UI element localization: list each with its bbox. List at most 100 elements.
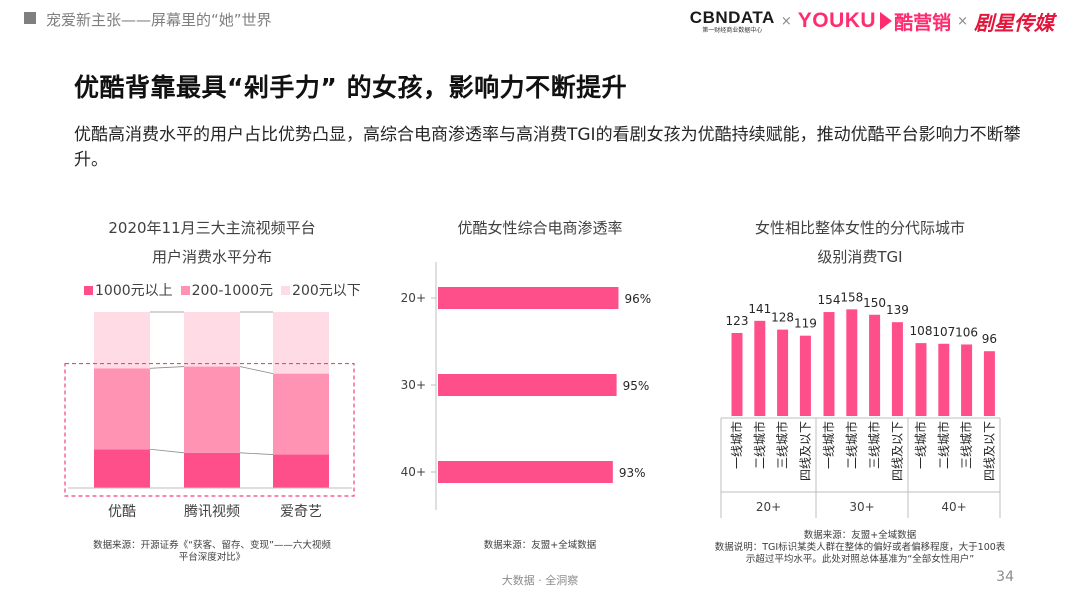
legend-swatch-high [84, 285, 93, 295]
chart3-category-label: 二线城市 [752, 421, 767, 469]
chart1-x-tick-label: 腾讯视频 [184, 503, 240, 520]
legend-swatch-low [281, 285, 291, 295]
page-number: 34 [996, 569, 1014, 585]
chart1-x-tick-label: 爱奇艺 [280, 503, 322, 520]
chart1-title-line1: 2020年11月三大主流视频平台 [108, 219, 316, 237]
chart1-series-connector-line [239, 366, 274, 374]
chart3-category-label: 三线城市 [959, 421, 974, 469]
chart3-data-label: 106 [955, 325, 978, 339]
section-title: 宠爱新主张——屏幕里的“她”世界 [46, 11, 272, 29]
legend-swatch-mid [180, 285, 190, 295]
chart3-category-label: 一线城市 [821, 421, 836, 469]
chart2-bar [438, 461, 613, 483]
chart3-category-label: 一线城市 [729, 421, 744, 469]
chart3-data-label: 107 [932, 325, 955, 339]
chart3-bar [983, 351, 995, 416]
chart2-y-tick-label: 40+ [401, 465, 426, 479]
chart1-bar-segment [94, 449, 150, 488]
chart1-source-line2: 平台深度对比》 [178, 552, 246, 563]
chart1-legend: 1000元以上 200-1000元 200元以下 [84, 280, 361, 300]
chart3-group-label: 20+ [756, 500, 781, 514]
legend-item-high: 1000元以上 [84, 280, 173, 300]
chart1-bar-segment [184, 452, 240, 488]
chart3-bar [846, 309, 858, 416]
times-separator: × [957, 13, 968, 29]
chart3-title: 女性相比整体女性的分代际城市 级别消费TGI [700, 214, 1020, 272]
chart3-category-label: 四线及以下 [798, 421, 812, 481]
cbndata-logo-text: CBNDATA [689, 7, 775, 27]
chart3-category-label: 一线城市 [913, 421, 928, 469]
cbndata-logo: CBNDATA 第一财经商业数据中心 [690, 9, 775, 34]
chart1-bar-segment [94, 368, 150, 450]
play-triangle-icon [880, 12, 893, 30]
chart3-category-label: 二线城市 [936, 421, 951, 469]
chart3-category-label: 三线城市 [775, 421, 790, 469]
chart3-data-label: 154 [818, 293, 841, 307]
chart1-source: 数据来源：开源证券《“获客、留存、变现”——六大视频 平台深度对比》 [62, 540, 362, 564]
chart3-bar [891, 322, 903, 416]
chart1-bar-segment [184, 366, 240, 453]
chart3-data-label: 119 [794, 317, 817, 331]
chart2-title: 优酷女性综合电商渗透率 [457, 219, 623, 237]
chart3-group-label: 30+ [849, 500, 874, 514]
chart2-y-tick-label: 20+ [401, 291, 426, 305]
footer-tagline: 大数据 · 全洞察 [501, 574, 579, 587]
chart1-bar-segment [273, 454, 329, 488]
chart1-x-tick-label: 优酷 [108, 504, 136, 520]
legend-label-high: 1000元以上 [95, 283, 173, 299]
kuyingxiao-logo-text: 酷营销 [894, 11, 952, 34]
chart2-y-tick-label: 30+ [401, 378, 426, 392]
chart1-bar-segment [273, 312, 329, 374]
youku-logo: YOUKU [797, 9, 877, 32]
chart3-title-line2: 级别消费TGI [817, 248, 903, 266]
chart3-source-line1: 数据来源：友盟+全域数据 [803, 530, 917, 541]
section-marker-icon [24, 12, 36, 24]
chart3-bar [915, 343, 927, 416]
legend-item-low: 200元以下 [281, 280, 361, 300]
legend-item-mid: 200-1000元 [180, 280, 274, 300]
chart3-data-label: 123 [726, 314, 749, 328]
legend-label-mid: 200-1000元 [191, 283, 274, 299]
chart3-source-line3: 示超过平均水平。此处对照总体基准为“全部女性用户” [745, 554, 975, 565]
chart3-data-label: 139 [886, 303, 909, 317]
chart2-data-label: 93% [619, 466, 646, 480]
legend-label-low: 200元以下 [292, 283, 361, 299]
juxing-logo: 剧星传媒 [974, 10, 1054, 35]
chart3-data-label: 108 [910, 324, 933, 338]
chart3-source: 数据来源：友盟+全域数据 数据说明：TGI标识某类人群在整体的偏好或者偏移程度，… [690, 530, 1030, 566]
chart3-data-label: 158 [840, 290, 863, 304]
chart3-category-label: 二线城市 [844, 421, 859, 469]
chart3-data-label: 141 [748, 302, 771, 316]
chart3-bar [731, 332, 743, 416]
chart2-data-label: 96% [624, 292, 651, 306]
chart1-series-connector-line [149, 448, 185, 454]
chart3-title-line1: 女性相比整体女性的分代际城市 [754, 219, 965, 237]
chart3-category-label: 四线及以下 [890, 421, 904, 481]
chart2-data-label: 95% [623, 379, 650, 393]
chart3-data-label: 150 [863, 296, 886, 310]
chart1-bar-segment [94, 312, 150, 369]
page-subheadline: 优酷高消费水平的用户占比优势凸显，高综合电商渗透率与高消费TGI的看剧女孩为优酷… [74, 125, 1021, 170]
kuyingxiao-logo: 酷营销 [880, 8, 951, 35]
chart1-series-connector-line [149, 366, 185, 369]
chart3-bar [754, 320, 766, 416]
chart3-source-line2: 数据说明：TGI标识某类人群在整体的偏好或者偏移程度，大于100表 [714, 542, 1006, 553]
chart3-data-label: 128 [771, 311, 794, 325]
chart2-bar [438, 287, 619, 309]
chart1-source-line1: 数据来源：开源证券《“获客、留存、变现”——六大视频 [93, 540, 331, 551]
chart3-group-label: 40+ [941, 500, 966, 514]
page-headline: 优酷背靠最具“剁手力” 的女孩，影响力不断提升 [74, 73, 628, 102]
chart3-bar [799, 335, 811, 416]
chart1-series-connector-line [239, 452, 274, 455]
chart3-category-label: 四线及以下 [982, 421, 996, 481]
chart3-bar [823, 312, 835, 416]
chart3-bar [961, 344, 973, 416]
chart3-bar [777, 329, 789, 416]
chart2-source: 数据来源：友盟+全域数据 [483, 540, 597, 551]
chart3-bar [938, 343, 950, 416]
top-bar: 宠爱新主张——屏幕里的“她”世界 CBNDATA 第一财经商业数据中心 × YO… [0, 0, 1080, 40]
chart3-bar [869, 314, 881, 416]
chart2-bar [438, 374, 617, 396]
times-separator: × [780, 13, 792, 29]
